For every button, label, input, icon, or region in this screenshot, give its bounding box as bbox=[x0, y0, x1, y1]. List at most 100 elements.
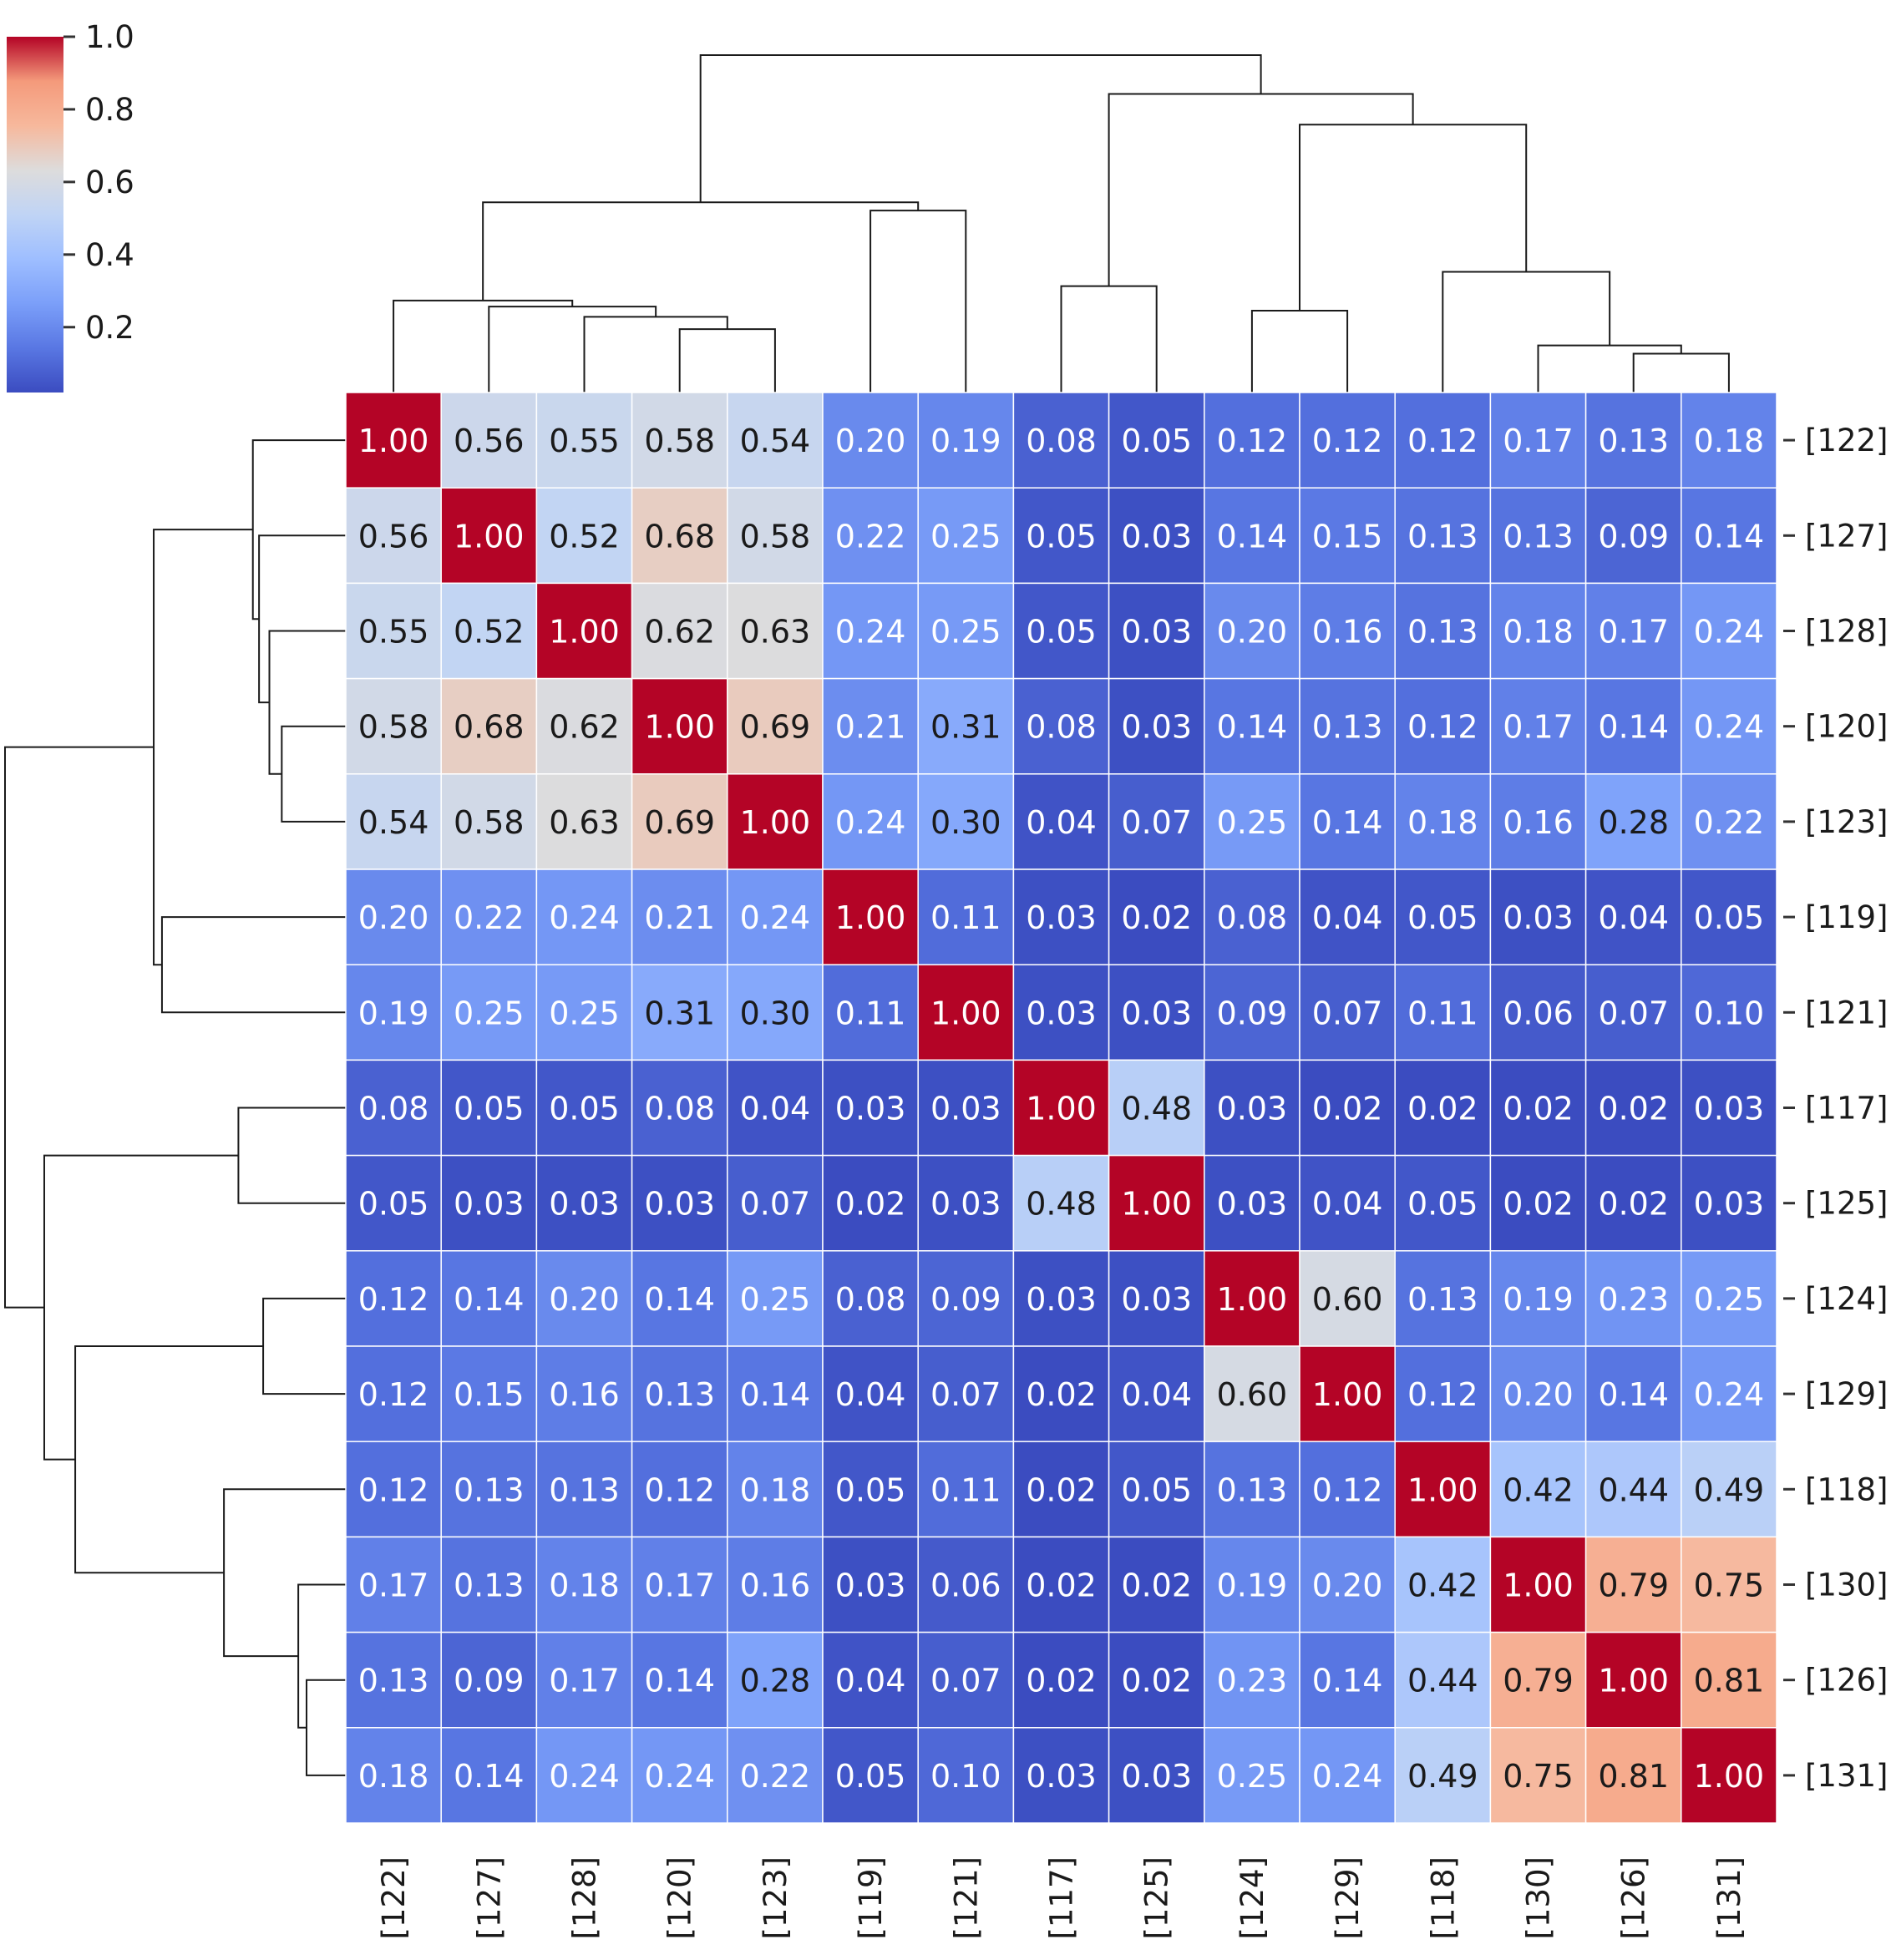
cell-annotation: 0.05 bbox=[1407, 1186, 1478, 1223]
heatmap-cell bbox=[345, 392, 442, 489]
row-dendrogram-link bbox=[4, 746, 155, 1309]
cell-annotation: 0.03 bbox=[1121, 518, 1192, 555]
colorbar-gradient bbox=[7, 37, 63, 393]
cell-annotation: 0.03 bbox=[1694, 1186, 1765, 1223]
heatmap-cell bbox=[1394, 582, 1492, 680]
heatmap-cell bbox=[917, 487, 1015, 585]
cell-annotation: 0.21 bbox=[644, 899, 715, 936]
cell-annotation: 0.30 bbox=[930, 804, 1001, 841]
heatmap-cell bbox=[1394, 773, 1492, 870]
heatmap-cell bbox=[1108, 582, 1205, 680]
column-label: [124] bbox=[1235, 1856, 1270, 1940]
heatmap-cell bbox=[631, 1250, 728, 1347]
row-dendrogram-link bbox=[153, 529, 253, 966]
heatmap-cell bbox=[1489, 773, 1587, 870]
cell-annotation: 0.08 bbox=[835, 1281, 906, 1318]
heatmap-cell bbox=[822, 964, 919, 1061]
cell-annotation: 0.17 bbox=[1598, 614, 1669, 651]
heatmap-cell bbox=[1108, 487, 1205, 585]
cell-annotation: 0.06 bbox=[930, 1567, 1001, 1604]
heatmap-cell bbox=[1299, 773, 1396, 870]
column-dendrogram bbox=[393, 54, 1730, 393]
row-dendrogram-link bbox=[43, 1154, 239, 1461]
heatmap-cell bbox=[1394, 1727, 1492, 1824]
heatmap-cell bbox=[1394, 1536, 1492, 1633]
heatmap-cell bbox=[1299, 964, 1396, 1061]
cell-annotation: 0.14 bbox=[740, 1376, 811, 1413]
heatmap-cell bbox=[1584, 1059, 1682, 1157]
heatmap-cell bbox=[1204, 1250, 1300, 1347]
cell-annotation: 0.18 bbox=[549, 1567, 620, 1604]
cell-annotation: 0.14 bbox=[1694, 518, 1765, 555]
cell-annotation: 0.02 bbox=[1503, 1091, 1574, 1127]
cell-annotation: 0.02 bbox=[1026, 1663, 1097, 1699]
heatmap-cell bbox=[1681, 677, 1777, 775]
cell-annotation: 0.20 bbox=[358, 899, 429, 936]
cell-annotation: 0.08 bbox=[1026, 709, 1097, 746]
cell-annotation: 0.18 bbox=[740, 1471, 811, 1508]
cell-annotation: 0.22 bbox=[1694, 804, 1765, 841]
cell-annotation: 0.23 bbox=[1598, 1281, 1669, 1318]
heatmap-cell bbox=[727, 487, 824, 585]
heatmap-cell bbox=[1108, 392, 1205, 489]
heatmap-cell bbox=[1681, 1345, 1777, 1442]
row-label: [122] bbox=[1805, 423, 1886, 458]
cell-annotation: 0.13 bbox=[1407, 614, 1478, 651]
cell-annotation: 0.69 bbox=[740, 709, 811, 746]
cell-annotation: 0.54 bbox=[358, 804, 429, 841]
cell-annotation: 0.60 bbox=[1312, 1281, 1383, 1318]
row-label: [128] bbox=[1805, 614, 1886, 650]
cell-annotation: 1.00 bbox=[930, 995, 1001, 1031]
heatmap-cell bbox=[535, 677, 633, 775]
heatmap-cell bbox=[1681, 869, 1777, 965]
cell-annotation: 0.17 bbox=[549, 1663, 620, 1699]
cell-annotation: 0.04 bbox=[1312, 1186, 1383, 1223]
heatmap-cell bbox=[631, 869, 728, 965]
cell-annotation: 0.81 bbox=[1694, 1663, 1765, 1699]
cell-annotation: 0.58 bbox=[358, 709, 429, 746]
cell-annotation: 0.25 bbox=[1694, 1281, 1765, 1318]
cell-annotation: 0.18 bbox=[1694, 423, 1765, 459]
heatmap-cell bbox=[1394, 1631, 1492, 1729]
column-dendrogram-link bbox=[1632, 352, 1730, 393]
heatmap-cell bbox=[727, 1154, 824, 1252]
heatmap-cell bbox=[1489, 1345, 1587, 1442]
cell-annotation: 0.03 bbox=[835, 1091, 906, 1127]
column-label: [120] bbox=[662, 1856, 698, 1940]
heatmap-cell bbox=[440, 869, 538, 965]
cell-annotation: 0.12 bbox=[644, 1471, 715, 1508]
heatmap-cell bbox=[1489, 1727, 1587, 1824]
row-dendrogram-link bbox=[251, 439, 346, 620]
cell-annotation: 1.00 bbox=[835, 899, 906, 936]
heatmap-cell bbox=[822, 1250, 919, 1347]
column-label: [118] bbox=[1425, 1856, 1461, 1940]
heatmap-cell bbox=[917, 773, 1015, 870]
heatmap-cell bbox=[1489, 392, 1587, 489]
cell-annotation: 0.25 bbox=[1217, 804, 1288, 841]
cell-annotation: 0.09 bbox=[930, 1281, 1001, 1318]
cell-annotation: 0.20 bbox=[1312, 1567, 1383, 1604]
cell-annotation: 0.07 bbox=[740, 1186, 811, 1223]
cell-annotation: 0.03 bbox=[835, 1567, 906, 1604]
cell-annotation: 0.04 bbox=[1598, 899, 1669, 936]
cell-annotation: 0.20 bbox=[1217, 614, 1288, 651]
cell-annotation: 0.12 bbox=[1407, 1376, 1478, 1413]
cell-annotation: 0.17 bbox=[644, 1567, 715, 1604]
cell-annotation: 0.04 bbox=[1312, 899, 1383, 936]
heatmap-cell bbox=[1012, 1250, 1110, 1347]
column-label: [125] bbox=[1139, 1856, 1175, 1940]
heatmap-cell bbox=[535, 1250, 633, 1347]
heatmap-cell bbox=[917, 1345, 1015, 1442]
cell-annotation: 0.69 bbox=[644, 804, 715, 841]
heatmap-cell bbox=[1681, 487, 1777, 585]
cell-annotation: 0.05 bbox=[1407, 899, 1478, 936]
cell-annotation: 0.25 bbox=[930, 518, 1001, 555]
column-dendrogram-link bbox=[1060, 285, 1158, 393]
cell-annotation: 0.22 bbox=[835, 518, 906, 555]
cell-annotation: 1.00 bbox=[358, 423, 429, 459]
cell-annotation: 0.79 bbox=[1598, 1567, 1669, 1604]
cell-annotation: 0.16 bbox=[1503, 804, 1574, 841]
cell-annotation: 0.17 bbox=[358, 1567, 429, 1604]
row-label: [124] bbox=[1805, 1281, 1886, 1317]
